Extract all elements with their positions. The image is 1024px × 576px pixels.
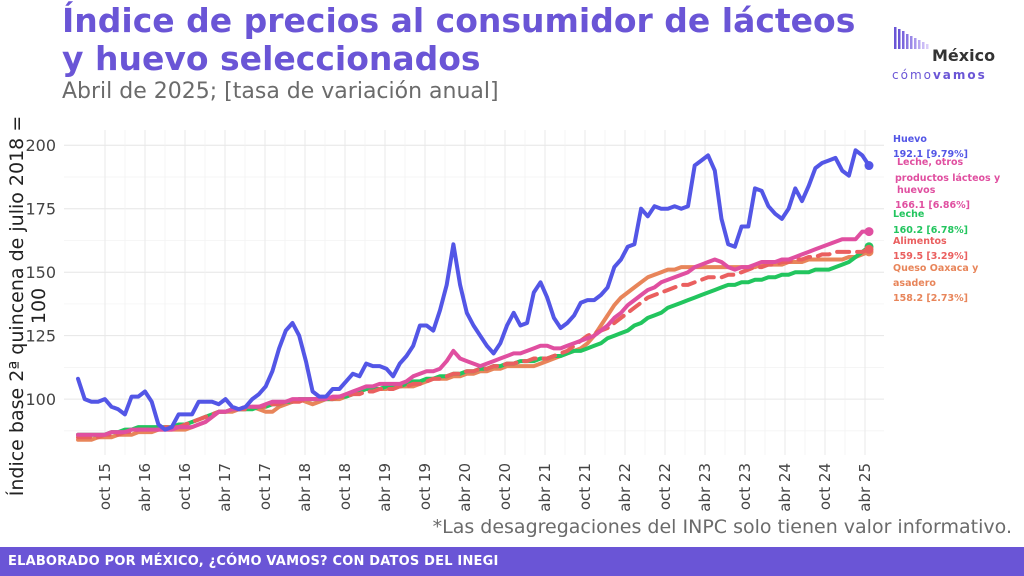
chart-title: Índice de precios al consumidor de lácte… (62, 1, 856, 78)
series-labels: Huevo 192.1 [9.79%]Leche, otros productos … (893, 134, 1001, 304)
series-name-label-4: Queso Oaxaca y (893, 263, 979, 274)
series-line-1 (76, 229, 871, 437)
series-end-point-0 (864, 161, 874, 171)
mexico-como-vamos-logo: México cómovamos (892, 25, 1012, 85)
x-tick-label: oct 19 (416, 463, 434, 510)
x-tick-label: abr 24 (776, 463, 794, 512)
series-name-label-0: Huevo (893, 134, 927, 145)
footer-credit: ELABORADO POR MÉXICO, ¿CÓMO VAMOS? CON D… (8, 554, 499, 569)
x-tick-label: abr 16 (136, 463, 154, 512)
logo-vamos-text: vamos (932, 68, 987, 82)
x-tick-label: oct 18 (336, 463, 354, 510)
series-name-label-2: Leche (893, 209, 924, 220)
y-tick-label: 200 (25, 136, 56, 155)
x-tick-labels: oct 15 abr 16 oct 16 abr 17 oct 17 abr 18 oct … (96, 463, 874, 512)
x-tick-label: oct 17 (256, 463, 274, 510)
y-tick-label: 175 (25, 200, 56, 219)
x-tick-label: abr 20 (456, 463, 474, 512)
series-value-label-4: 158.2 [2.73%] (893, 293, 968, 304)
x-tick-label: abr 25 (856, 463, 874, 512)
x-tick-label: abr 22 (616, 463, 634, 512)
line-chart: 100 125 150 175 200 oct 15 abr 16 oct 16 abr 17… (25, 130, 1001, 512)
series-line-0 (76, 148, 871, 432)
series-name-label-1: huevos (897, 185, 936, 196)
logo-bars-icon (894, 27, 929, 49)
x-tick-label: abr 23 (696, 463, 714, 512)
series-end-point-3 (864, 244, 874, 254)
series-name-label-1: Leche, otros (897, 157, 964, 168)
series-end-point-1 (864, 227, 874, 237)
y-tick-label: 100 (25, 390, 56, 409)
x-tick-label: oct 15 (96, 463, 114, 510)
footnote: *Las desagregaciones del INPC solo tiene… (432, 516, 1012, 538)
y-tick-label: 150 (25, 263, 56, 282)
x-tick-label: oct 21 (576, 463, 594, 510)
chart-subtitle: Abril de 2025; [tasa de variación anual] (62, 79, 499, 104)
y-tick-label: 125 (25, 327, 56, 346)
logo-mexico-text: México (932, 46, 996, 65)
logo-como-vamos-text: cómovamos (892, 68, 987, 82)
logo-como-text: cómo (892, 68, 933, 82)
series-name-label-3: Alimentos (893, 236, 947, 247)
x-tick-label: oct 20 (496, 463, 514, 510)
series-name-label-4: asadero (893, 278, 936, 289)
x-tick-label: abr 19 (376, 463, 394, 512)
x-tick-label: oct 24 (816, 463, 834, 510)
x-tick-label: oct 22 (656, 463, 674, 510)
x-tick-label: oct 16 (176, 463, 194, 510)
grid-lines (64, 130, 884, 455)
series-name-label-1: productos lácteos y (895, 173, 1001, 184)
series-value-label-1: 166.1 [6.86%] (895, 200, 970, 211)
series-lines (76, 148, 874, 442)
series-value-label-2: 160.2 [6.78%] (893, 225, 968, 236)
x-tick-label: abr 17 (216, 463, 234, 512)
x-tick-label: abr 21 (536, 463, 554, 512)
series-value-label-0: 192.1 [9.79%] (893, 149, 968, 160)
series-line-3 (76, 247, 871, 440)
x-tick-label: abr 18 (296, 463, 314, 512)
footer-bar: ELABORADO POR MÉXICO, ¿CÓMO VAMOS? CON D… (0, 547, 1024, 576)
y-tick-labels: 100 125 150 175 200 (25, 136, 56, 409)
x-tick-label: oct 23 (736, 463, 754, 510)
series-value-label-3: 159.5 [3.29%] (893, 251, 968, 262)
